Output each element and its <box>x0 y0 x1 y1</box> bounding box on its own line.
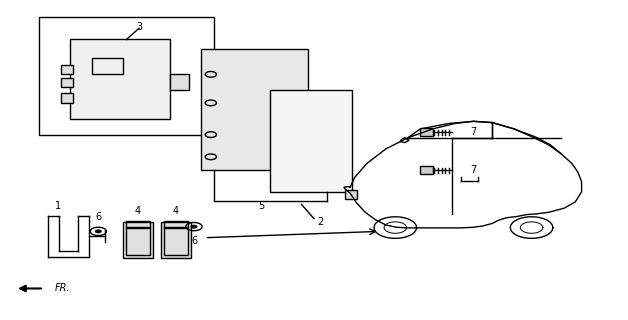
Text: 7: 7 <box>470 165 477 175</box>
Bar <box>123 222 153 258</box>
Bar <box>92 59 123 74</box>
Bar <box>61 65 73 74</box>
Bar <box>70 39 170 119</box>
Bar <box>420 166 433 174</box>
Text: 3: 3 <box>136 22 142 32</box>
Text: 4: 4 <box>172 206 178 216</box>
Text: FR.: FR. <box>55 284 70 293</box>
Text: 5: 5 <box>257 201 264 211</box>
Bar <box>270 90 352 192</box>
Bar <box>126 221 150 228</box>
Circle shape <box>191 225 197 228</box>
Text: 6: 6 <box>95 212 101 222</box>
Bar <box>202 49 308 170</box>
Bar <box>420 128 433 136</box>
Bar <box>164 221 188 228</box>
Text: 7: 7 <box>470 127 477 137</box>
Circle shape <box>95 230 102 233</box>
Bar <box>170 74 189 90</box>
Text: 6: 6 <box>191 236 197 246</box>
Bar <box>161 222 191 258</box>
Bar <box>61 93 73 103</box>
Bar <box>126 227 150 255</box>
Text: 4: 4 <box>134 206 141 216</box>
Text: 2: 2 <box>317 217 323 227</box>
Bar <box>39 17 214 135</box>
Bar <box>61 77 73 87</box>
Bar <box>345 190 357 199</box>
Text: 1: 1 <box>55 201 61 211</box>
Bar <box>164 227 188 255</box>
